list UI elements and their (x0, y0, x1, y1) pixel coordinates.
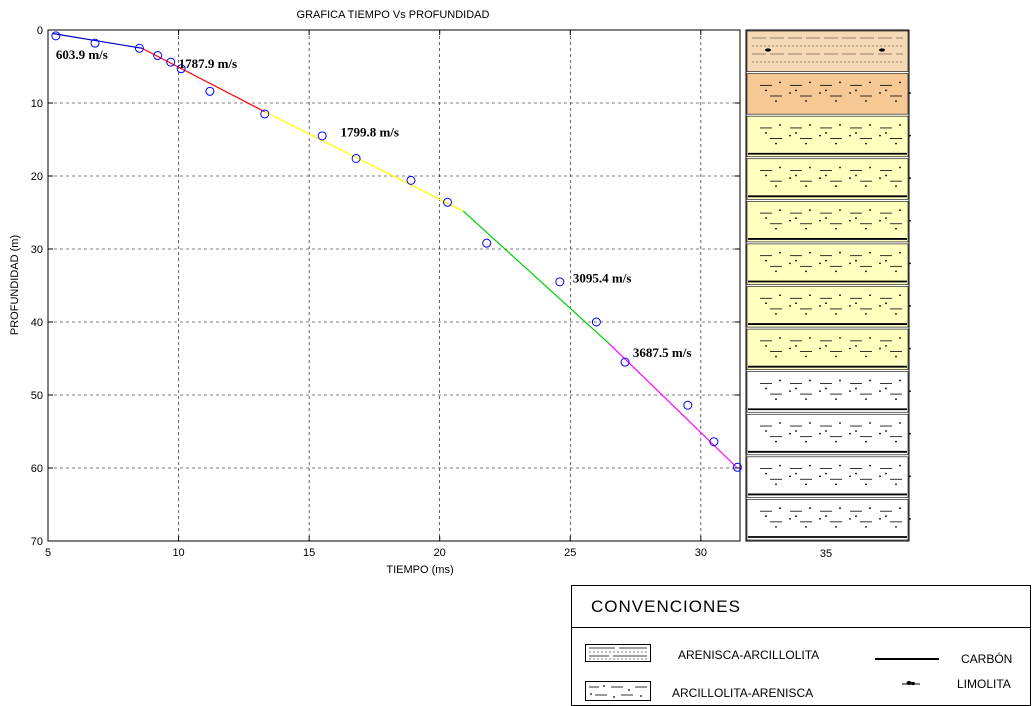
velocity-label: 3095.4 m/s (573, 271, 632, 286)
thick-line-swatch (875, 658, 939, 660)
data-point (205, 86, 215, 96)
lithology-band (746, 371, 911, 413)
x-tick-label: 5 (45, 547, 51, 559)
y-tick-label: 20 (31, 171, 43, 183)
lithology-band (746, 286, 911, 328)
velocity-label: 1799.8 m/s (340, 125, 399, 140)
data-point (620, 357, 630, 367)
data-point (176, 64, 186, 74)
lithology-band (746, 499, 911, 541)
legend-item-label: ARCILLOLITA-ARENISCA (672, 686, 814, 700)
velocity-segment-line (141, 47, 266, 113)
data-point (732, 462, 742, 472)
y-tick-label: 30 (31, 244, 43, 256)
lithology-band (746, 328, 911, 370)
y-tick-label: 0 (37, 25, 43, 37)
data-point (591, 317, 601, 327)
plot-frame (47, 29, 741, 542)
grid (48, 30, 740, 541)
velocity-segment-line (53, 33, 143, 49)
chart: GRAFICA TIEMPO Vs PROFUNDIDAD 5 10 15 20 25 3… (9, 9, 911, 576)
lithology-band (746, 456, 911, 498)
velocity-label: 3687.5 m/s (633, 345, 692, 360)
velocity-label: 1787.9 m/s (179, 56, 238, 71)
velocity-segment-line (264, 111, 464, 212)
arenisca-arcillolita-swatch (585, 644, 651, 662)
velocity-labels: 603.9 m/s 1787.9 m/s 1799.8 m/s 3095.4 m/s 3… (56, 47, 692, 360)
legend-item-label: LIMOLITA (957, 677, 1011, 691)
data-point (406, 175, 416, 185)
data-points (51, 31, 742, 472)
x-tick-label: 20 (434, 547, 446, 559)
y-axis-label: PROFUNDIDAD (m) (9, 235, 21, 335)
data-point (153, 51, 163, 61)
y-tick-label: 10 (31, 98, 43, 110)
y-tick-label: 50 (31, 390, 43, 402)
legend-item-label: ARENISCA-ARCILLOLITA (678, 648, 820, 662)
lithology-band (746, 413, 911, 456)
data-point (683, 400, 693, 410)
data-point (555, 277, 565, 287)
data-point (134, 43, 144, 53)
data-point (317, 131, 327, 141)
legend-item-label: CARBÓN (961, 652, 1013, 666)
data-point (90, 38, 100, 48)
x-tick-label: 10 (172, 547, 184, 559)
velocity-label: 603.9 m/s (56, 47, 108, 62)
data-point (709, 437, 719, 447)
x-tick-label: 30 (695, 547, 707, 559)
x-tick-label: 25 (564, 547, 576, 559)
legend-title-bar: CONVENCIONES (572, 586, 1030, 628)
data-point (443, 197, 453, 207)
y-tick-label: 60 (31, 463, 43, 475)
data-point (51, 31, 61, 41)
legend-title: CONVENCIONES (591, 597, 741, 616)
velocity-segments (53, 33, 738, 469)
strip-tick-label: 35 (820, 548, 832, 560)
chart-title: GRAFICA TIEMPO Vs PROFUNDIDAD (297, 9, 490, 21)
data-point (166, 57, 176, 67)
lithology-band (746, 158, 911, 200)
x-axis-label: TIEMPO (ms) (386, 564, 453, 576)
data-point (260, 109, 270, 119)
lithology-band (746, 201, 911, 243)
data-point (351, 153, 361, 163)
y-tick-label: 40 (31, 317, 43, 329)
velocity-segment-line (462, 210, 610, 345)
limolita-symbol (902, 681, 920, 686)
y-axis-ticks: 0 10 20 30 40 50 60 70 (31, 25, 740, 548)
lithology-column (745, 29, 911, 542)
velocity-segment-line (609, 343, 738, 469)
lithology-band (746, 73, 911, 115)
lithology-frame (745, 29, 910, 542)
x-tick-label: 15 (303, 547, 315, 559)
lithology-band (746, 115, 911, 158)
y-tick-label: 70 (31, 536, 43, 548)
lithology-band (746, 30, 909, 72)
lithology-band (746, 243, 911, 285)
arcillolita-arenisca-swatch (585, 681, 651, 701)
x-axis-ticks: 5 10 15 20 25 30 (45, 30, 707, 559)
legend: CONVENCIONES ARENISCA-ARCILLOLITA ARCILL… (571, 585, 1031, 706)
data-point (482, 238, 492, 248)
